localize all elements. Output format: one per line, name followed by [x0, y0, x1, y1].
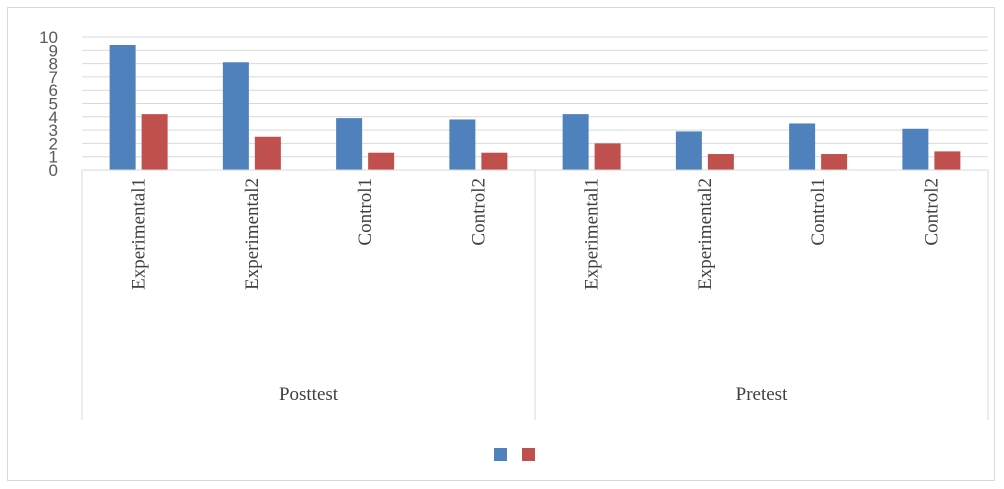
axes: [81, 169, 989, 420]
y-tick-label: 2: [49, 134, 58, 153]
bar-series1: [789, 123, 816, 170]
y-tick-label: 9: [49, 41, 58, 60]
gridlines: [82, 36, 988, 158]
bar-series2: [254, 136, 281, 170]
bar-series2: [821, 154, 848, 170]
category-label: Control1: [808, 178, 829, 246]
bar-series2: [481, 152, 508, 170]
bar-series2: [368, 152, 395, 170]
bar-series1: [902, 128, 929, 170]
y-tick-label: 1: [49, 148, 58, 167]
category-label: Experimental2: [695, 178, 716, 290]
y-tick-label: 5: [49, 95, 58, 114]
bar-series1: [109, 44, 136, 171]
category-label: Experimental1: [129, 178, 150, 290]
category-label: Control1: [355, 178, 376, 246]
y-tick-label: 4: [49, 108, 58, 127]
category-label: Control2: [921, 178, 942, 246]
legend-marker-series2: [522, 448, 535, 461]
category-labels: Experimental1 Experimental2 Control1 Contro…: [129, 178, 943, 290]
bar-series1: [449, 119, 476, 170]
y-tick-label: 0: [49, 161, 58, 180]
y-tick-label: 3: [49, 121, 58, 140]
y-tick-label: 6: [49, 81, 58, 100]
y-tick-label: 8: [49, 55, 58, 74]
category-label: Experimental1: [582, 178, 603, 290]
group-label: Pretest: [736, 384, 788, 405]
bar-series2: [707, 154, 734, 170]
y-tick-label: 7: [49, 68, 58, 87]
bar-series1: [562, 114, 589, 170]
category-label: Control2: [468, 178, 489, 246]
chart-area: [7, 7, 995, 481]
group-labels: Posttest Pretest: [279, 384, 788, 405]
bar-series1: [675, 131, 702, 170]
bar-series2: [594, 143, 621, 170]
bar-series1: [336, 118, 363, 170]
bars: [109, 44, 961, 171]
legend: [494, 448, 535, 461]
category-label: Experimental2: [242, 178, 263, 290]
bar-series1: [222, 62, 249, 170]
group-label: Posttest: [279, 384, 339, 405]
y-tick-label: 10: [39, 28, 58, 47]
bar-series2: [141, 114, 168, 170]
legend-marker-series1: [494, 448, 507, 461]
bar-series2: [934, 151, 961, 170]
